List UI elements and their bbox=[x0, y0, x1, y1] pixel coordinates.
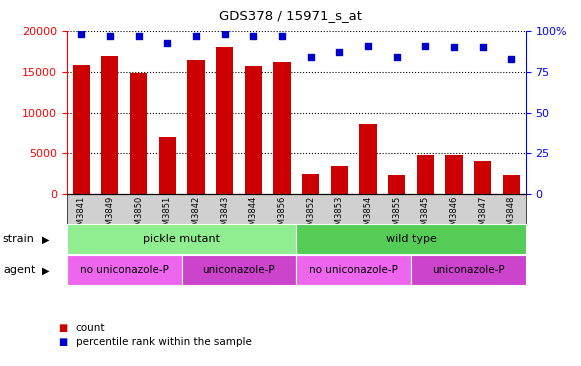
Text: strain: strain bbox=[3, 234, 35, 244]
Text: ■: ■ bbox=[58, 337, 67, 347]
Text: uniconazole-P: uniconazole-P bbox=[432, 265, 505, 276]
Bar bbox=[245, 66, 262, 194]
Text: percentile rank within the sample: percentile rank within the sample bbox=[76, 337, 252, 347]
Bar bbox=[331, 166, 348, 194]
Bar bbox=[446, 155, 462, 194]
Text: agent: agent bbox=[3, 265, 35, 276]
Point bbox=[392, 54, 401, 60]
Point bbox=[163, 40, 172, 45]
Text: ■: ■ bbox=[58, 322, 67, 333]
Bar bbox=[274, 62, 290, 194]
Bar bbox=[101, 56, 119, 194]
Text: pickle mutant: pickle mutant bbox=[143, 234, 220, 244]
Bar bbox=[503, 175, 520, 194]
Point bbox=[478, 45, 487, 51]
Point bbox=[191, 33, 200, 39]
Point bbox=[134, 33, 143, 39]
Point bbox=[306, 54, 315, 60]
Bar bbox=[159, 137, 176, 194]
Text: uniconazole-P: uniconazole-P bbox=[203, 265, 275, 276]
Point bbox=[507, 56, 516, 62]
Text: ▶: ▶ bbox=[42, 265, 49, 276]
Bar bbox=[474, 161, 492, 194]
Point bbox=[335, 49, 344, 55]
Point bbox=[77, 31, 86, 37]
Point bbox=[249, 33, 258, 39]
Point bbox=[363, 43, 372, 49]
Bar bbox=[187, 60, 205, 194]
Bar bbox=[216, 47, 233, 194]
Point bbox=[277, 33, 286, 39]
Text: wild type: wild type bbox=[386, 234, 436, 244]
Bar bbox=[360, 124, 376, 194]
Text: no uniconazole-P: no uniconazole-P bbox=[309, 265, 398, 276]
Bar bbox=[388, 175, 406, 194]
Bar bbox=[73, 65, 90, 194]
Point bbox=[421, 43, 430, 49]
Bar bbox=[417, 155, 434, 194]
Point bbox=[105, 33, 114, 39]
Text: count: count bbox=[76, 322, 105, 333]
Text: ▶: ▶ bbox=[42, 234, 49, 244]
Bar bbox=[302, 173, 320, 194]
Point bbox=[450, 45, 459, 51]
Point bbox=[220, 31, 229, 37]
Text: GDS378 / 15971_s_at: GDS378 / 15971_s_at bbox=[219, 9, 362, 22]
Text: no uniconazole-P: no uniconazole-P bbox=[80, 265, 168, 276]
Bar bbox=[130, 74, 147, 194]
